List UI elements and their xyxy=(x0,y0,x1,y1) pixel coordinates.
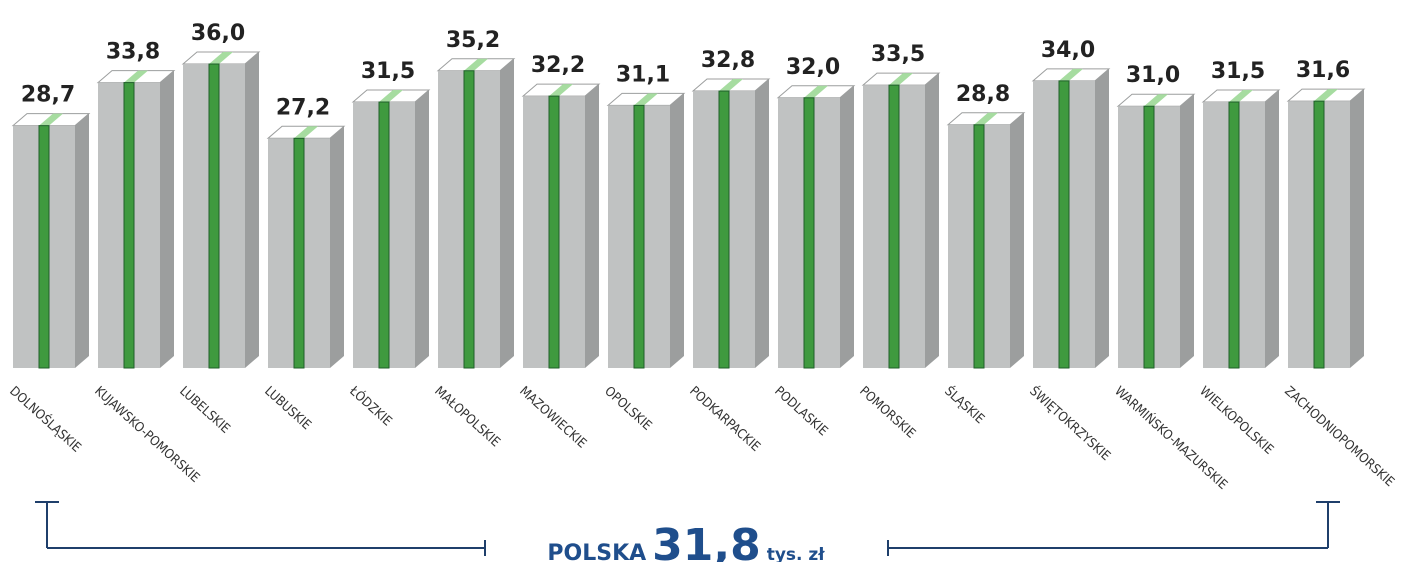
summary-unit: tys. zł xyxy=(767,545,826,562)
bar-stripe xyxy=(464,71,474,368)
bar-stripe xyxy=(294,138,304,368)
bar-side xyxy=(330,126,344,368)
bar-side xyxy=(1180,94,1194,368)
bar-side xyxy=(415,90,429,368)
bar-stripe xyxy=(634,105,644,368)
x-tick-label: ŚWIĘTOKRZYSKIE xyxy=(1026,383,1113,464)
x-tick-label: ŁÓDZKIE xyxy=(346,382,396,429)
bar-side xyxy=(245,52,259,368)
bar-side xyxy=(500,59,514,368)
value-label: 27,2 xyxy=(276,95,330,120)
value-label: 31,0 xyxy=(1126,63,1180,88)
bar-stripe xyxy=(889,85,899,368)
x-tick-label: LUBUSKIE xyxy=(261,384,313,433)
value-label: 32,2 xyxy=(531,53,585,78)
bar-stripe xyxy=(549,96,559,368)
chart: POLSKA31,8tys. zł 28,7DOLNOŚLĄSKIE33,8KU… xyxy=(0,0,1424,562)
value-label: 31,5 xyxy=(361,59,415,84)
bar-side xyxy=(585,84,599,368)
summary-value: 31,8 xyxy=(652,520,761,562)
bar-stripe xyxy=(124,83,134,368)
x-tick-label: POMORSKIE xyxy=(856,384,918,442)
x-tick-label: ŚLĄSKIE xyxy=(941,383,987,427)
bar-side xyxy=(755,79,769,368)
value-label: 36,0 xyxy=(191,21,245,46)
bar-side xyxy=(670,93,684,368)
bar-side xyxy=(925,73,939,368)
value-label: 28,7 xyxy=(21,83,75,108)
value-label: 31,6 xyxy=(1296,58,1350,83)
value-label: 28,8 xyxy=(956,82,1010,107)
summary-label: POLSKA xyxy=(547,541,646,562)
x-tick-label: MAZOWIECKIE xyxy=(516,384,589,452)
bar-stripe xyxy=(1059,81,1069,368)
bar-stripe xyxy=(1144,106,1154,368)
bar-stripe xyxy=(39,126,49,368)
x-tick-label: LUBELSKIE xyxy=(176,384,232,437)
bar-side xyxy=(1350,89,1364,368)
bar-stripe xyxy=(974,125,984,368)
bar-side xyxy=(1265,90,1279,368)
x-tick-label: OPOLSKIE xyxy=(601,384,654,434)
bar-side xyxy=(1095,69,1109,368)
bar-stripe xyxy=(1314,101,1324,368)
x-tick-label: DOLNOŚLĄSKIE xyxy=(6,383,84,455)
value-label: 35,2 xyxy=(446,28,500,53)
x-tick-label: PODKARPACKIE xyxy=(686,384,763,455)
x-tick-label: ZACHODNIOPOMORSKIE xyxy=(1281,384,1397,490)
bar-stripe xyxy=(379,102,389,368)
bar-stripe xyxy=(719,91,729,368)
value-label: 34,0 xyxy=(1041,38,1095,63)
x-tick-label: PODLASKIE xyxy=(771,384,830,439)
page: POLSKA31,8tys. zł 28,7DOLNOŚLĄSKIE33,8KU… xyxy=(0,0,1424,562)
bar-side xyxy=(160,71,174,368)
summary: POLSKA 31,8 tys. zł xyxy=(547,520,825,562)
value-label: 31,1 xyxy=(616,62,670,87)
value-label: 32,8 xyxy=(701,48,755,73)
bar-side xyxy=(1010,113,1024,368)
x-tick-label: WIELKOPOLSKIE xyxy=(1196,384,1276,458)
value-label: 33,5 xyxy=(871,42,925,67)
value-label: 33,8 xyxy=(106,40,160,65)
bar-stripe xyxy=(209,64,219,368)
value-label: 31,5 xyxy=(1211,59,1265,84)
x-tick-label: MAŁOPOLSKIE xyxy=(431,384,502,450)
bar-stripe xyxy=(804,98,814,368)
bar-side xyxy=(75,114,89,368)
bar-side xyxy=(840,86,854,368)
bar-stripe xyxy=(1229,102,1239,368)
value-label: 32,0 xyxy=(786,55,840,80)
